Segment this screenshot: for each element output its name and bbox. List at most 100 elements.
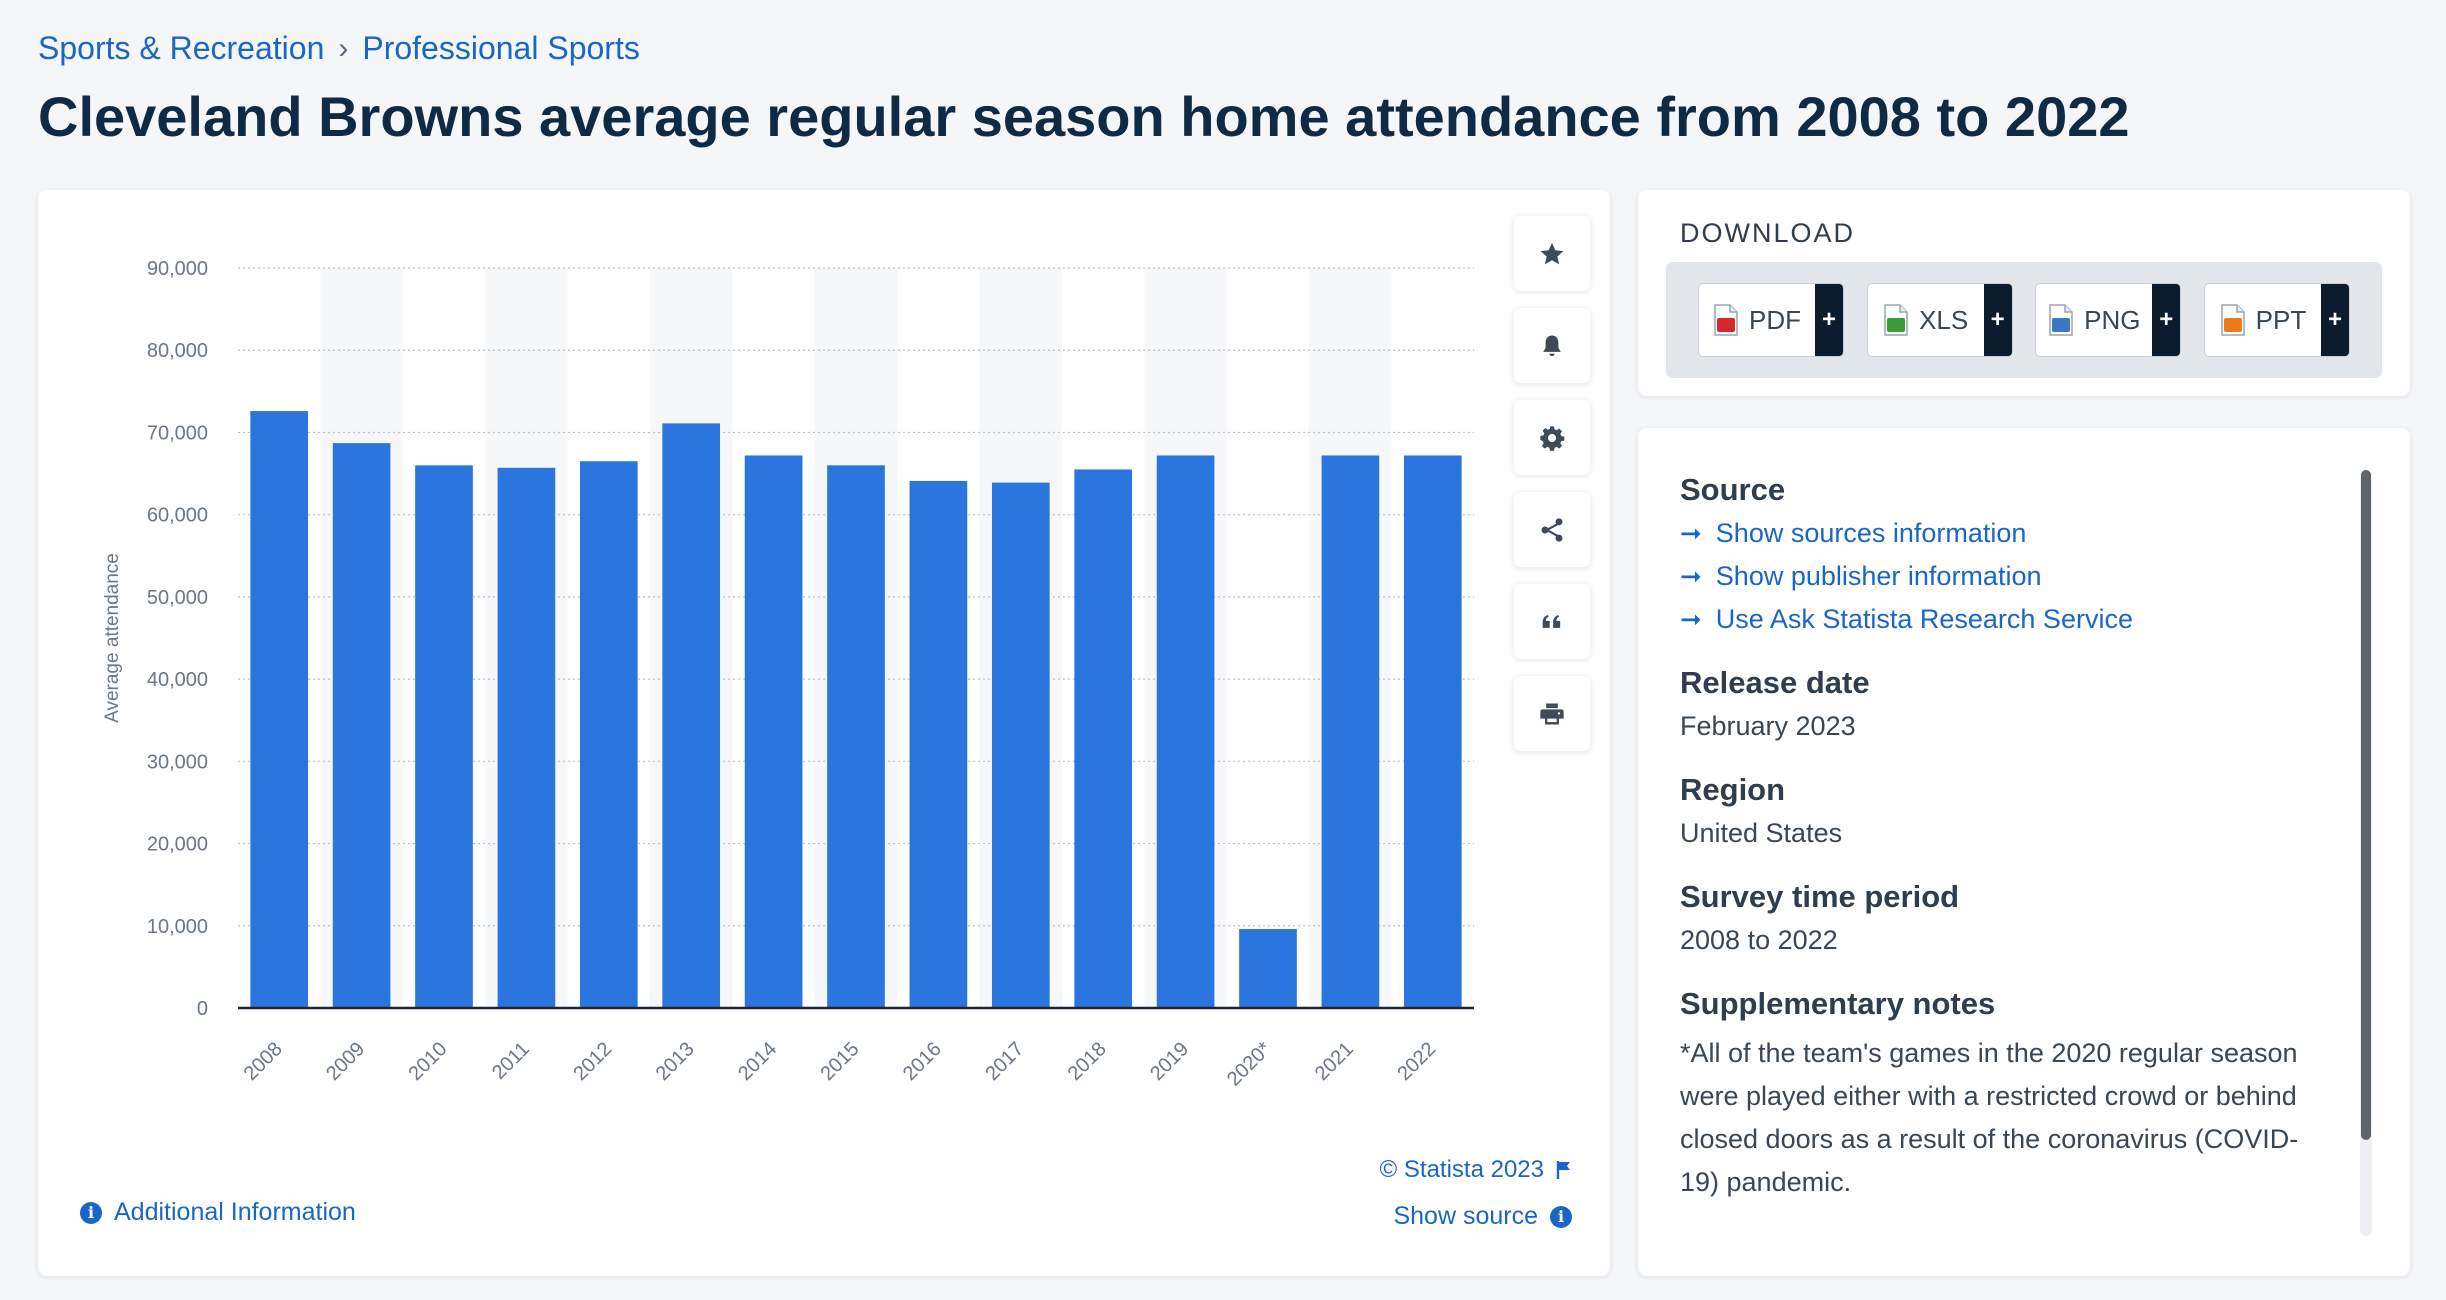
region-heading: Region — [1680, 772, 1786, 807]
show-publisher-link[interactable]: ➞ Show publisher information — [1680, 561, 2330, 592]
download-pdf-plus[interactable]: + — [1815, 284, 1843, 356]
y-tick-label: 70,000 — [147, 422, 208, 444]
info-icon: i — [80, 1201, 102, 1224]
ask-statista-link[interactable]: ➞ Use Ask Statista Research Service — [1680, 604, 2330, 635]
supplementary-notes-heading: Supplementary notes — [1680, 986, 1996, 1021]
breadcrumb-item-professional-sports[interactable]: Professional Sports — [362, 30, 640, 66]
y-tick-label: 40,000 — [147, 669, 208, 691]
bar-2017 — [991, 482, 1050, 1009]
release-date-heading: Release date — [1680, 665, 1870, 700]
statistic-info-card: Source ➞ Show sources information ➞ Show… — [1638, 428, 2410, 1276]
download-heading: DOWNLOAD — [1680, 218, 1856, 248]
y-tick-label: 30,000 — [147, 751, 208, 773]
download-xls-label: XLS — [1919, 304, 1969, 335]
show-source-link[interactable]: Show source i — [1393, 1202, 1572, 1231]
download-ppt-label: PPT — [2255, 304, 2307, 335]
x-tick-label: 2013 — [652, 1038, 699, 1085]
x-tick-label: 2008 — [240, 1038, 287, 1085]
chart-card: 0 10,000 20,000 30,000 40,000 50,000 60,000 70,… — [38, 190, 1610, 1276]
x-tick-label: 2021 — [1311, 1038, 1358, 1085]
ask-statista-text: Use Ask Statista Research Service — [1715, 604, 2133, 634]
survey-period-heading: Survey time period — [1680, 879, 1960, 914]
bar-2011 — [497, 467, 556, 1008]
bar-2019 — [1156, 455, 1215, 1008]
download-png-label: PNG — [2084, 304, 2141, 335]
download-pdf-main: PDF — [1699, 284, 1815, 356]
x-tick-label: 2010 — [405, 1038, 452, 1085]
y-axis-title: Average attendance — [102, 553, 123, 723]
bar-2009 — [332, 443, 391, 1009]
info-icon: i — [1550, 1205, 1572, 1228]
show-sources-text: Show sources information — [1715, 518, 2027, 548]
bar-2018 — [1074, 469, 1133, 1008]
notification-button[interactable] — [1514, 308, 1590, 383]
bar-2020 — [1239, 929, 1297, 1008]
x-tick-label: 2009 — [322, 1038, 369, 1085]
show-publisher-text: Show publisher information — [1715, 561, 2042, 591]
ppt-file-icon — [2220, 304, 2246, 336]
y-tick-label: 80,000 — [147, 340, 208, 362]
download-pdf-button[interactable]: PDF + — [1698, 283, 1844, 357]
x-tick-label: 2017 — [981, 1038, 1028, 1085]
x-tick-label: 2020* — [1223, 1038, 1276, 1091]
bar-2016 — [909, 480, 968, 1008]
download-card: DOWNLOAD PDF + XLS + PNG — [1638, 190, 2410, 396]
arrow-right-icon: ➞ — [1680, 561, 1702, 591]
supplementary-notes-section: Supplementary notes *All of the team's g… — [1680, 986, 2330, 1204]
download-png-button[interactable]: PNG + — [2035, 283, 2182, 357]
gear-icon — [1540, 425, 1565, 451]
bar-2012 — [579, 461, 638, 1008]
credit-text: © Statista 2023 — [1379, 1156, 1544, 1183]
png-file-icon — [2048, 304, 2074, 336]
download-ppt-main: PPT — [2205, 284, 2321, 356]
breadcrumb-separator: › — [338, 31, 349, 65]
bar-2021 — [1321, 455, 1380, 1008]
print-button[interactable] — [1514, 676, 1590, 751]
additional-information-text: Additional Information — [114, 1198, 356, 1226]
share-button[interactable] — [1514, 492, 1590, 567]
bar-2014 — [744, 455, 803, 1008]
info-scrollbar-thumb[interactable] — [2361, 470, 2371, 1140]
y-tick-label: 60,000 — [147, 505, 208, 527]
breadcrumb-item-sports-recreation[interactable]: Sports & Recreation — [38, 30, 325, 66]
flag-icon — [1556, 1161, 1570, 1179]
chart-toolbar — [1514, 216, 1590, 751]
show-source-text: Show source — [1393, 1202, 1538, 1230]
download-png-main: PNG — [2036, 284, 2152, 356]
x-tick-label: 2014 — [734, 1038, 781, 1085]
y-tick-label: 20,000 — [147, 834, 208, 856]
breadcrumb: Sports & Recreation › Professional Sport… — [38, 30, 640, 67]
download-png-plus[interactable]: + — [2152, 284, 2181, 356]
download-bar: PDF + XLS + PNG + — [1666, 262, 2382, 378]
info-scrollbar[interactable] — [2360, 470, 2372, 1236]
bar-2013 — [662, 423, 721, 1008]
x-tick-label: 2019 — [1146, 1038, 1193, 1085]
page-title: Cleveland Browns average regular season … — [38, 85, 2130, 148]
show-sources-link[interactable]: ➞ Show sources information — [1680, 518, 2330, 549]
survey-period-section: Survey time period 2008 to 2022 — [1680, 879, 2330, 956]
x-tick-label: 2018 — [1064, 1038, 1111, 1085]
info-content: Source ➞ Show sources information ➞ Show… — [1680, 472, 2330, 1234]
cite-button[interactable] — [1514, 584, 1590, 659]
statista-credit[interactable]: © Statista 2023 — [1380, 1156, 1572, 1184]
settings-button[interactable] — [1514, 400, 1590, 475]
download-xls-plus[interactable]: + — [1983, 284, 2012, 356]
download-xls-button[interactable]: XLS + — [1866, 283, 2013, 357]
x-tick-label: 2015 — [817, 1038, 864, 1085]
bar-2015 — [827, 465, 885, 1008]
region-value: United States — [1680, 818, 1843, 848]
xls-file-icon — [1883, 304, 1909, 336]
additional-information-link[interactable]: i Additional Information — [80, 1198, 356, 1227]
favorite-button[interactable] — [1514, 216, 1590, 291]
download-ppt-plus[interactable]: + — [2320, 284, 2349, 356]
x-tick-label: 2012 — [569, 1038, 616, 1085]
y-tick-label: 90,000 — [147, 258, 208, 280]
download-ppt-button[interactable]: PPT + — [2203, 283, 2350, 357]
arrow-right-icon: ➞ — [1680, 604, 1702, 634]
x-tick-label: 2022 — [1393, 1038, 1440, 1085]
bar-2008 — [250, 411, 309, 1008]
release-date-value: February 2023 — [1680, 711, 1856, 741]
source-heading: Source — [1680, 472, 1786, 507]
supplementary-notes-value: *All of the team's games in the 2020 reg… — [1680, 1038, 2299, 1197]
arrow-right-icon: ➞ — [1680, 518, 1702, 548]
